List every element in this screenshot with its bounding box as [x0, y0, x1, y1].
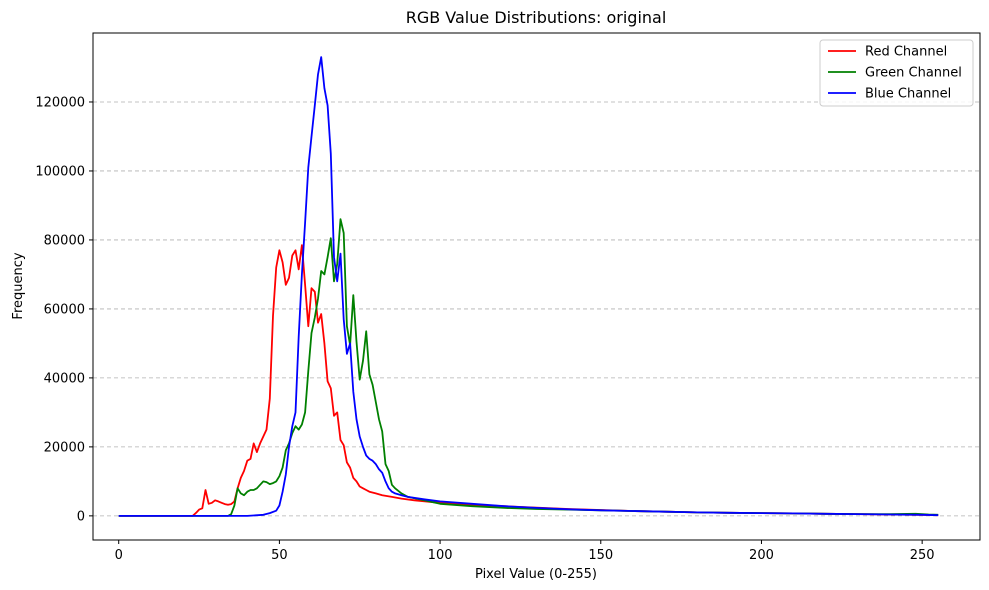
- legend-label-red-channel: Red Channel: [865, 45, 947, 60]
- y-tick-label: 0: [77, 509, 85, 524]
- x-axis-ticks: 0 50 100 150 200 250: [115, 540, 935, 563]
- y-tick-label: 100000: [35, 164, 85, 179]
- series-lines: [118, 56, 939, 517]
- y-tick-label: 60000: [44, 302, 85, 317]
- x-tick-label: 150: [588, 548, 613, 563]
- x-tick-label: 0: [115, 548, 123, 563]
- x-tick-label: 50: [271, 548, 288, 563]
- legend: Red Channel Green Channel Blue Channel: [819, 39, 974, 107]
- legend-label-blue-channel: Blue Channel: [865, 87, 951, 102]
- x-tick-label: 200: [749, 548, 774, 563]
- blue-channel-line: [118, 56, 939, 517]
- x-tick-label: 250: [910, 548, 935, 563]
- x-axis-label: Pixel Value (0-255): [475, 567, 597, 582]
- x-tick-label: 100: [428, 548, 453, 563]
- chart-title: RGB Value Distributions: original: [406, 8, 667, 27]
- y-tick-label: 120000: [35, 95, 85, 110]
- y-axis-label: Frequency: [11, 252, 26, 319]
- y-tick-label: 80000: [44, 233, 85, 248]
- y-tick-label: 20000: [44, 440, 85, 455]
- y-tick-label: 40000: [44, 371, 85, 386]
- legend-label-green-channel: Green Channel: [865, 66, 962, 81]
- legend-box: [819, 39, 974, 107]
- plot-frame: [92, 32, 981, 541]
- y-axis-ticks: 0 20000 40000 60000 80000 100000 120000: [35, 95, 93, 524]
